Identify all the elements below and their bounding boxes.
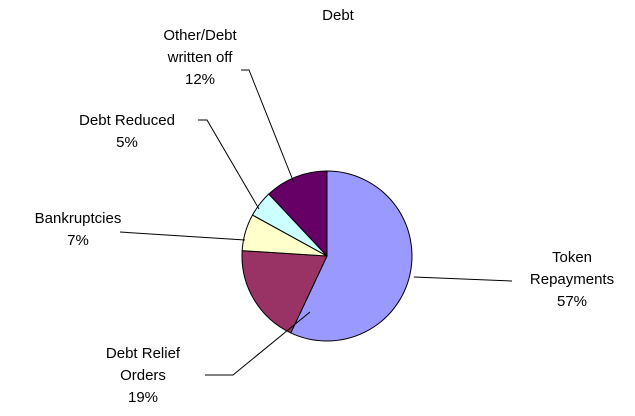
- slice-label-line: Token: [552, 249, 592, 266]
- chart-title: Debt: [322, 7, 355, 24]
- slice-label-4: Other/Debt written off 12%: [163, 27, 237, 88]
- slice-label-1: Debt Relief Orders 19%: [106, 345, 181, 406]
- slice-label-2: Bankruptcies 7%: [35, 210, 122, 249]
- slice-label-line: Debt Relief: [106, 345, 181, 362]
- slice-label-0: Token Repayments 57%: [530, 249, 614, 310]
- slice-percent-label: 19%: [128, 389, 158, 406]
- slice-label-line: Other/Debt: [163, 27, 237, 44]
- leader-line-3: [198, 120, 259, 209]
- slice-label-line: Repayments: [530, 271, 614, 288]
- slice-percent-label: 5%: [116, 134, 138, 151]
- leader-line-4: [241, 70, 294, 183]
- slice-label-line: Debt Reduced: [79, 112, 175, 129]
- leader-line-2: [120, 232, 245, 240]
- leader-line-0: [414, 277, 512, 281]
- slice-label-3: Debt Reduced 5%: [79, 112, 175, 151]
- slice-percent-label: 57%: [557, 293, 587, 310]
- pie-slices: [242, 171, 412, 341]
- slice-label-line: written off: [167, 49, 234, 66]
- slice-label-line: Orders: [120, 367, 166, 384]
- slice-percent-label: 12%: [185, 71, 215, 88]
- slice-label-line: Bankruptcies: [35, 210, 122, 227]
- slice-percent-label: 7%: [67, 232, 89, 249]
